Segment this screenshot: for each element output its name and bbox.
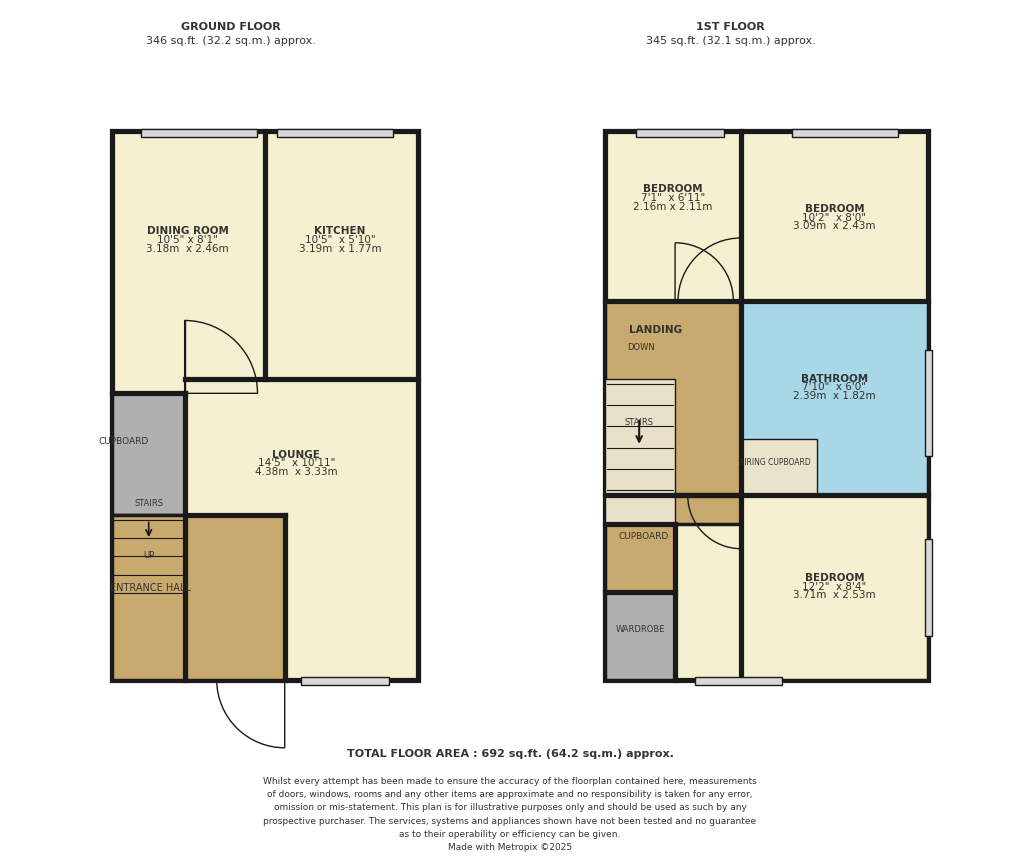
Text: UP: UP xyxy=(143,551,154,560)
Text: 3.18m  x 2.46m: 3.18m x 2.46m xyxy=(146,244,228,253)
Bar xyxy=(604,301,741,524)
Text: BATHROOM: BATHROOM xyxy=(800,374,867,384)
Bar xyxy=(694,677,782,685)
Text: 10'5" x 8'1": 10'5" x 8'1" xyxy=(157,235,218,245)
Text: 3.71m  x 2.53m: 3.71m x 2.53m xyxy=(793,590,875,600)
Text: DOWN: DOWN xyxy=(627,343,654,352)
Bar xyxy=(604,593,675,680)
Bar xyxy=(112,394,184,515)
Text: 7'10"  x 6'0": 7'10" x 6'0" xyxy=(802,382,865,393)
Text: 346 sq.ft. (32.2 sq.m.) approx.: 346 sq.ft. (32.2 sq.m.) approx. xyxy=(146,35,316,46)
Bar xyxy=(636,129,722,137)
Text: KITCHEN: KITCHEN xyxy=(314,226,366,236)
Text: AIRING CUPBOARD: AIRING CUPBOARD xyxy=(739,458,810,467)
Text: CUPBOARD: CUPBOARD xyxy=(619,532,668,541)
Text: 3.19m  x 1.77m: 3.19m x 1.77m xyxy=(299,244,381,253)
Text: DINING ROOM: DINING ROOM xyxy=(147,226,228,236)
Bar xyxy=(301,677,388,685)
Text: WARDROBE: WARDROBE xyxy=(614,625,664,634)
Text: LOUNGE: LOUNGE xyxy=(272,450,320,459)
Text: 2.39m  x 1.82m: 2.39m x 1.82m xyxy=(793,391,875,401)
Text: 7'1"  x 6'11": 7'1" x 6'11" xyxy=(640,193,704,203)
Bar xyxy=(604,524,675,593)
Text: BEDROOM: BEDROOM xyxy=(804,573,863,583)
Bar xyxy=(276,129,393,137)
Text: BEDROOM: BEDROOM xyxy=(643,184,702,195)
Bar xyxy=(112,131,418,680)
Text: Whilst every attempt has been made to ensure the accuracy of the floorplan conta: Whilst every attempt has been made to en… xyxy=(263,777,756,852)
Bar xyxy=(741,496,926,680)
Bar xyxy=(112,515,284,680)
Text: 10'5"  x 5'10": 10'5" x 5'10" xyxy=(305,235,375,245)
Text: 3.09m  x 2.43m: 3.09m x 2.43m xyxy=(793,221,874,231)
Text: ENTRANCE HALL: ENTRANCE HALL xyxy=(110,582,191,593)
Text: 2.16m x 2.11m: 2.16m x 2.11m xyxy=(633,202,712,212)
Bar xyxy=(604,131,926,680)
Text: 14'5"  x 10'11": 14'5" x 10'11" xyxy=(258,458,334,468)
Text: STAIRS: STAIRS xyxy=(624,418,653,427)
Bar xyxy=(141,129,257,137)
Text: 12'2"  x 8'4": 12'2" x 8'4" xyxy=(802,581,866,592)
Bar xyxy=(604,379,675,524)
Text: CUPBOARD: CUPBOARD xyxy=(98,438,149,446)
Bar xyxy=(741,439,816,496)
Text: LANDING: LANDING xyxy=(629,325,682,336)
Text: STAIRS: STAIRS xyxy=(135,498,163,508)
Text: 10'2"  x 8'0": 10'2" x 8'0" xyxy=(802,213,865,222)
Bar xyxy=(112,131,418,680)
Text: TOTAL FLOOR AREA : 692 sq.ft. (64.2 sq.m.) approx.: TOTAL FLOOR AREA : 692 sq.ft. (64.2 sq.m… xyxy=(346,748,673,759)
Bar xyxy=(604,131,926,680)
Bar xyxy=(741,301,926,496)
Text: 1ST FLOOR: 1ST FLOOR xyxy=(695,22,764,32)
Bar xyxy=(924,539,931,636)
Text: GROUND FLOOR: GROUND FLOOR xyxy=(181,22,281,32)
Text: BEDROOM: BEDROOM xyxy=(804,204,863,214)
Bar xyxy=(924,349,931,457)
Text: 4.38m  x 3.33m: 4.38m x 3.33m xyxy=(255,467,337,477)
Text: 345 sq.ft. (32.1 sq.m.) approx.: 345 sq.ft. (32.1 sq.m.) approx. xyxy=(645,35,814,46)
Bar xyxy=(791,129,898,137)
